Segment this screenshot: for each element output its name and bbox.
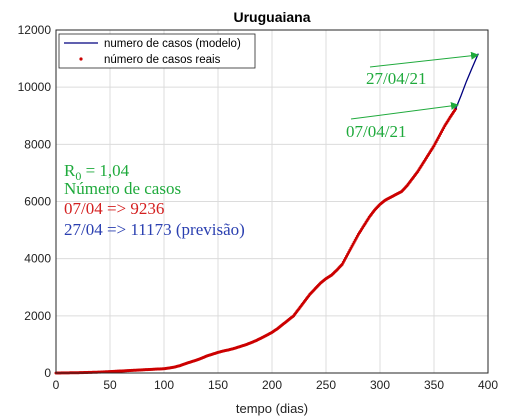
arrow-annotations: 27/04/21 07/04/21 — [346, 51, 479, 141]
x-tick-label-6: 300 — [370, 378, 390, 392]
x-tick-label-3: 150 — [208, 378, 228, 392]
r0-value: = 1,04 — [81, 161, 129, 180]
r0-annotation: R0 = 1,04 — [64, 161, 130, 183]
y-tick-label-4: 8000 — [24, 137, 51, 151]
series-real-cases — [54, 107, 458, 375]
x-tick-labels: 0 50 100 150 200 250 300 350 400 — [53, 378, 499, 392]
legend-real-swatch — [79, 57, 83, 61]
legend-box — [58, 33, 256, 69]
arrow-label-2704: 27/04/21 — [366, 69, 426, 88]
x-tick-label-2: 100 — [154, 378, 174, 392]
arrow-0704 — [350, 101, 459, 120]
y-tick-label-5: 10000 — [18, 80, 52, 94]
legend: numero de casos (modelo) número de casos… — [58, 33, 256, 69]
model-line — [454, 53, 479, 110]
x-tick-label-8: 400 — [478, 378, 498, 392]
annotations: R0 = 1,04 Número de casos 07/04 => 9236 … — [64, 161, 245, 239]
r0-subscript: 0 — [75, 169, 81, 183]
legend-model-label: numero de casos (modelo) — [104, 38, 241, 50]
y-tick-label-3: 6000 — [24, 195, 51, 209]
cases-line-2704: 27/04 => 11173 (previsão) — [64, 220, 245, 239]
x-tick-label-5: 250 — [316, 378, 336, 392]
x-tick-label-4: 200 — [262, 378, 282, 392]
arrow-label-0704: 07/04/21 — [346, 122, 406, 141]
axes-frame — [55, 29, 489, 374]
y-tick-label-6: 12000 — [18, 23, 52, 37]
cases-heading: Número de casos — [64, 179, 181, 198]
y-tick-label-1: 2000 — [24, 309, 51, 323]
chart-title: Uruguaiana — [233, 9, 310, 25]
x-axis-label: tempo (dias) — [236, 401, 308, 416]
x-tick-label-0: 0 — [53, 378, 60, 392]
x-tick-label-1: 50 — [103, 378, 117, 392]
arrow-2704 — [369, 51, 479, 68]
x-tick-label-7: 350 — [424, 378, 444, 392]
y-tick-label-2: 4000 — [24, 252, 51, 266]
y-tick-label-0: 0 — [44, 366, 51, 380]
r0-letter: R — [64, 161, 76, 180]
cases-line-0704: 07/04 => 9236 — [64, 199, 164, 218]
series-model — [454, 53, 479, 110]
y-tick-labels: 0 2000 4000 6000 8000 10000 12000 — [18, 23, 52, 380]
legend-real-label: número de casos reais — [104, 54, 221, 66]
